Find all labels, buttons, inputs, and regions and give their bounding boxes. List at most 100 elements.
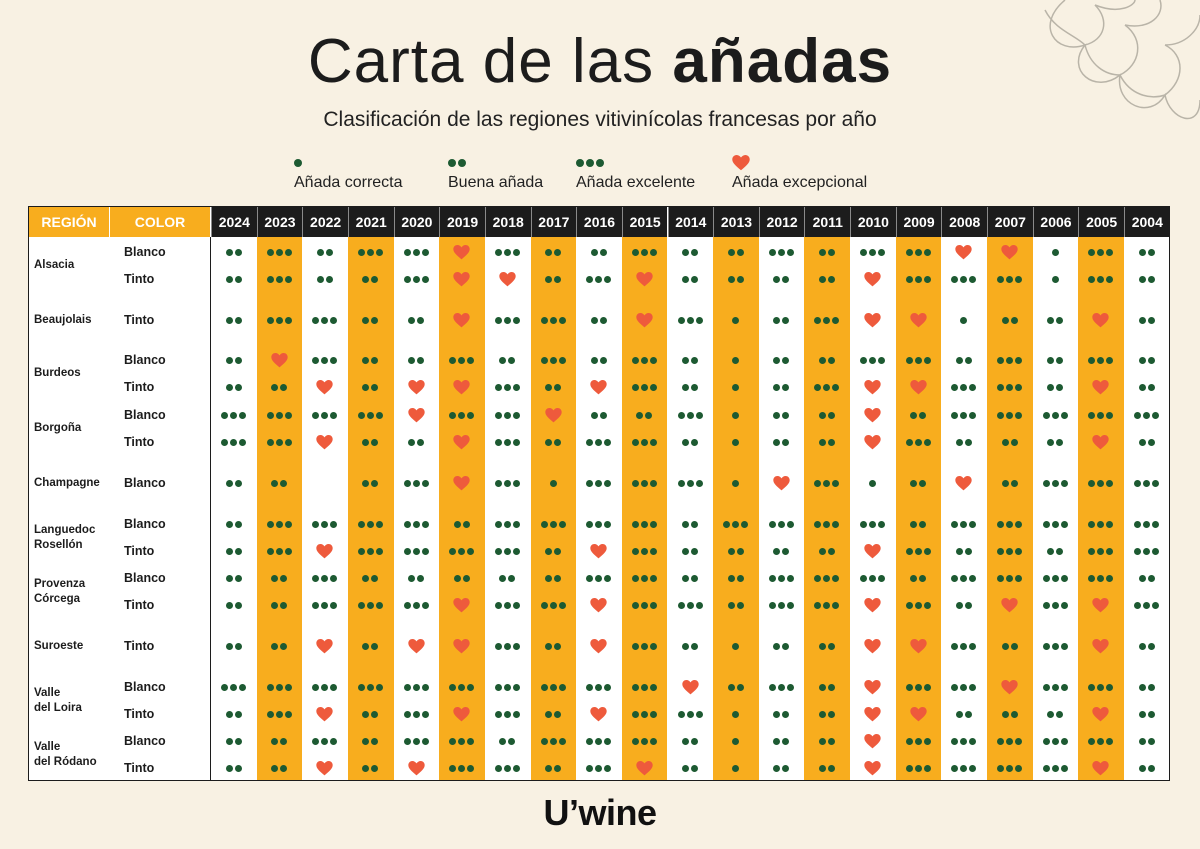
rating-cell bbox=[622, 597, 667, 613]
color-label: Blanco bbox=[124, 244, 166, 259]
rating-cell bbox=[394, 706, 439, 722]
heart-icon bbox=[622, 312, 667, 328]
rating-cell bbox=[896, 679, 941, 695]
rating-cell bbox=[713, 679, 758, 695]
rating-cell bbox=[987, 706, 1032, 722]
rating-cell bbox=[394, 516, 439, 532]
rating-cell bbox=[348, 597, 393, 613]
rating-cell bbox=[211, 271, 256, 287]
heart-icon bbox=[439, 597, 484, 613]
heart-icon bbox=[394, 407, 439, 423]
color-label: Tinto bbox=[124, 597, 155, 612]
rating-cell bbox=[896, 271, 941, 287]
header-region: REGIÓN bbox=[29, 207, 109, 237]
heart-icon bbox=[850, 679, 895, 695]
heart-icon bbox=[987, 597, 1032, 613]
legend-item-correcta: Añada correcta bbox=[294, 152, 403, 192]
heart-icon bbox=[850, 379, 895, 395]
region-name: Beaujolais bbox=[34, 313, 92, 326]
rating-cell bbox=[439, 516, 484, 532]
rating-cell bbox=[576, 271, 621, 287]
rating-cell bbox=[485, 706, 530, 722]
color-label: Tinto bbox=[124, 271, 155, 286]
rating-cell bbox=[759, 570, 804, 586]
rating-cell bbox=[348, 379, 393, 395]
rating-cell bbox=[759, 244, 804, 260]
rating-cell bbox=[896, 570, 941, 586]
rating-cell bbox=[804, 352, 849, 368]
rating-cell bbox=[439, 543, 484, 559]
rating-cell bbox=[485, 475, 530, 491]
heart-icon bbox=[439, 312, 484, 328]
color-label: Tinto bbox=[124, 379, 155, 394]
rating-cell bbox=[850, 352, 895, 368]
year-header: 2014 bbox=[667, 207, 714, 237]
one-dot-icon bbox=[294, 152, 403, 174]
rating-cell bbox=[485, 679, 530, 695]
rating-cell bbox=[485, 379, 530, 395]
legend-label: Añada correcta bbox=[294, 174, 403, 191]
rating-cell bbox=[211, 570, 256, 586]
heart-icon bbox=[850, 271, 895, 287]
rating-cell bbox=[759, 407, 804, 423]
heart-icon bbox=[1078, 760, 1123, 776]
heart-icon bbox=[302, 638, 347, 654]
heart-icon bbox=[439, 379, 484, 395]
rating-cell bbox=[804, 570, 849, 586]
rating-cell bbox=[348, 706, 393, 722]
rating-cell bbox=[804, 543, 849, 559]
rating-cell bbox=[896, 597, 941, 613]
rating-cell bbox=[439, 352, 484, 368]
heart-icon bbox=[394, 638, 439, 654]
heart-icon bbox=[850, 434, 895, 450]
rating-cell bbox=[576, 679, 621, 695]
rating-cell bbox=[668, 379, 713, 395]
heart-icon bbox=[987, 679, 1032, 695]
highlight-column-2011 bbox=[804, 237, 851, 780]
rating-cell bbox=[668, 760, 713, 776]
rating-cell bbox=[759, 312, 804, 328]
rating-cell bbox=[713, 475, 758, 491]
rating-cell bbox=[576, 312, 621, 328]
rating-cell bbox=[302, 597, 347, 613]
color-label: Tinto bbox=[124, 706, 155, 721]
rating-cell bbox=[987, 312, 1032, 328]
heart-icon bbox=[439, 475, 484, 491]
rating-cell bbox=[257, 543, 302, 559]
rating-cell bbox=[1078, 733, 1123, 749]
rating-cell bbox=[211, 352, 256, 368]
rating-cell bbox=[941, 638, 986, 654]
rating-cell bbox=[987, 733, 1032, 749]
rating-cell bbox=[257, 407, 302, 423]
rating-cell bbox=[668, 312, 713, 328]
year-header: 2004 bbox=[1124, 207, 1170, 237]
color-label: Tinto bbox=[124, 760, 155, 775]
rating-cell bbox=[1124, 597, 1169, 613]
rating-cell bbox=[804, 733, 849, 749]
region-name: Champagne bbox=[34, 476, 100, 489]
rating-cell bbox=[1124, 352, 1169, 368]
rating-cell bbox=[896, 244, 941, 260]
rating-cell bbox=[576, 244, 621, 260]
rating-cell bbox=[211, 516, 256, 532]
rating-cell bbox=[348, 679, 393, 695]
rating-cell bbox=[941, 543, 986, 559]
rating-cell bbox=[713, 597, 758, 613]
rating-cell bbox=[987, 638, 1032, 654]
rating-cell bbox=[439, 679, 484, 695]
rating-cell bbox=[941, 516, 986, 532]
rating-cell bbox=[257, 570, 302, 586]
vintage-chart-table: REGIÓN COLOR 2024 2023 2022 2021 2020 2019 201… bbox=[28, 206, 1170, 781]
rating-cell bbox=[759, 379, 804, 395]
legend-item-excepcional: Añada excepcional bbox=[732, 152, 867, 192]
rating-cell bbox=[759, 679, 804, 695]
rating-cell bbox=[896, 407, 941, 423]
region-name: Suroeste bbox=[34, 639, 84, 652]
rating-cell bbox=[804, 379, 849, 395]
rating-cell bbox=[211, 638, 256, 654]
rating-cell bbox=[668, 543, 713, 559]
rating-cell bbox=[668, 597, 713, 613]
rating-cell bbox=[531, 543, 576, 559]
rating-cell bbox=[531, 516, 576, 532]
year-header: 2020 bbox=[393, 207, 440, 237]
